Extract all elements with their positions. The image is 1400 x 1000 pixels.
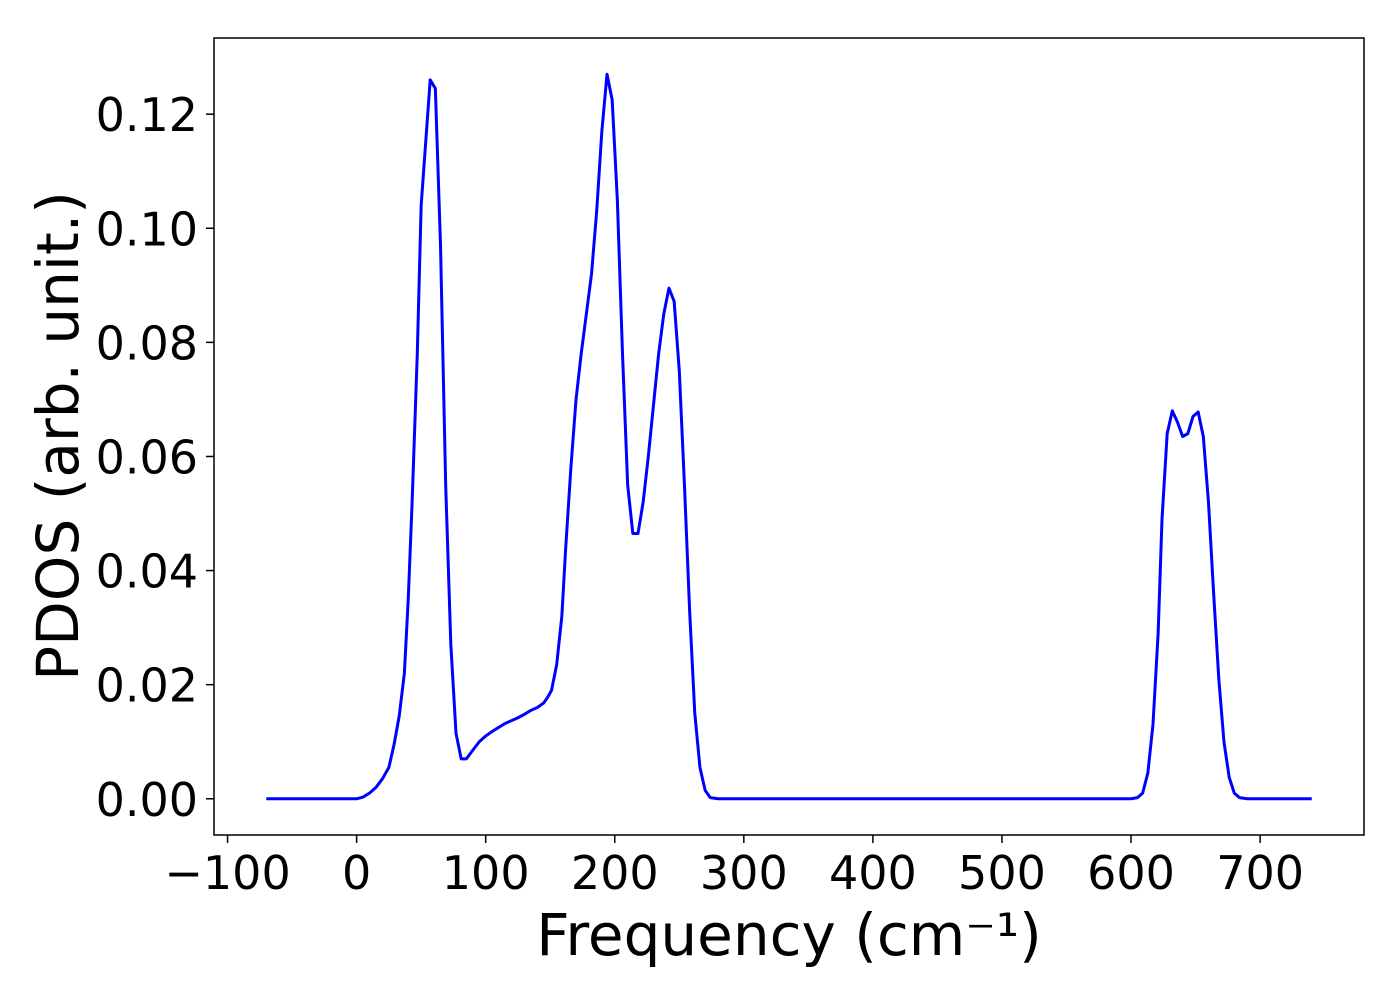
- x-tick-label: 0: [342, 846, 371, 900]
- line-series: [266, 72, 1312, 801]
- x-tick-label: 600: [1087, 846, 1175, 900]
- y-tick-label: 0.02: [96, 659, 198, 713]
- x-tick-label: 400: [829, 846, 917, 900]
- y-tick-label: 0.00: [96, 773, 198, 827]
- y-tick-label: 0.08: [96, 316, 198, 370]
- y-tick-label: 0.10: [96, 202, 198, 256]
- x-tick-label: −100: [164, 846, 290, 900]
- x-tick-label: 100: [442, 846, 530, 900]
- x-tick-label: 500: [958, 846, 1046, 900]
- y-axis-label: PDOS (arb. unit.): [24, 191, 92, 681]
- y-tick-label: 0.06: [96, 430, 198, 484]
- y-tick-label: 0.12: [96, 88, 198, 142]
- plot-frame: [213, 37, 1365, 836]
- x-tick-label: 300: [700, 846, 788, 900]
- y-tick-label: 0.04: [96, 545, 198, 599]
- x-tick-label: 200: [571, 846, 659, 900]
- x-axis-label: Frequency (cm⁻¹): [536, 901, 1042, 969]
- x-tick-label: 700: [1216, 846, 1304, 900]
